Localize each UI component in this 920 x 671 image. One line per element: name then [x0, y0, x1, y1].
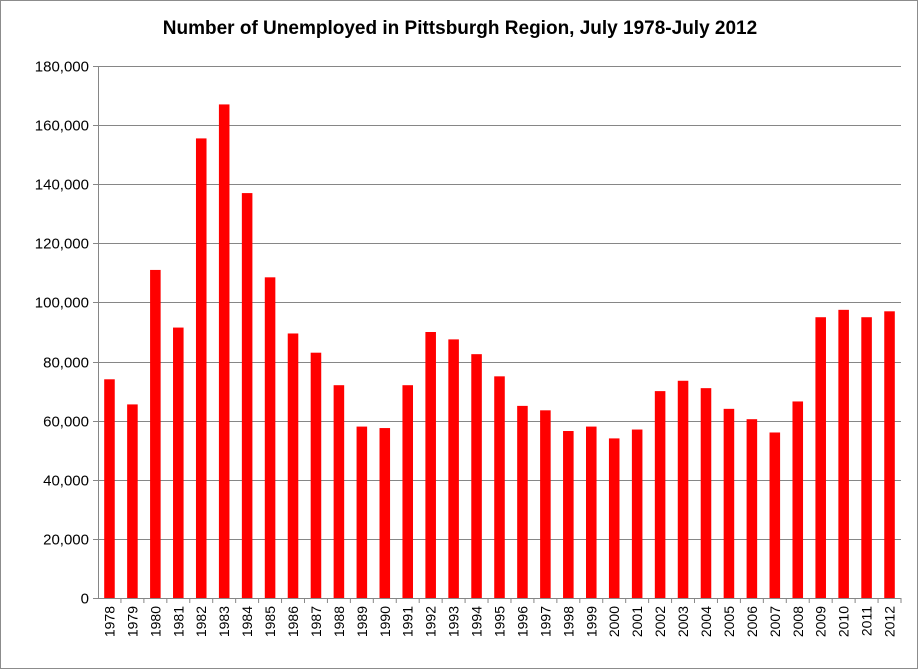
- bar: [150, 269, 161, 598]
- bar: [838, 309, 849, 598]
- x-tick-label: 1994: [469, 606, 485, 637]
- bar: [861, 317, 872, 598]
- x-tick-label: 2008: [790, 606, 806, 637]
- bar: [333, 385, 345, 598]
- bar: [677, 380, 689, 598]
- y-tick-label: 20,000: [43, 532, 89, 549]
- x-tick-label: 1984: [239, 606, 255, 637]
- bar: [448, 339, 459, 598]
- x-tick-label: 1999: [583, 606, 599, 637]
- bar: [723, 408, 735, 598]
- y-tick-label: 60,000: [43, 414, 89, 431]
- bar: [287, 333, 299, 598]
- y-tick-label: 160,000: [35, 118, 89, 135]
- bar: [608, 438, 620, 598]
- bar: [425, 332, 436, 598]
- bar: [700, 388, 712, 598]
- bar: [517, 405, 528, 598]
- chart-title: Number of Unemployed in Pittsburgh Regio…: [162, 18, 758, 39]
- x-tick-label: 2005: [721, 606, 737, 637]
- bar: [769, 432, 781, 598]
- x-tick-label: 1979: [124, 606, 140, 637]
- x-tick-labels: 1978 1979 1980 1981 1982 1983 1984 1985 1986 1987…: [101, 606, 897, 637]
- x-tick-label: 1991: [400, 606, 416, 637]
- bar: [127, 404, 138, 598]
- bar: [884, 311, 895, 598]
- y-tick-label: 40,000: [43, 473, 89, 490]
- bar: [746, 419, 758, 598]
- x-tick-label: 1982: [193, 606, 209, 637]
- x-tick-label: 2001: [629, 606, 645, 637]
- bar: [195, 138, 207, 598]
- x-tick-label: 1978: [101, 606, 117, 637]
- bar: [792, 401, 804, 598]
- x-tick-label: 1997: [537, 606, 553, 637]
- x-tick-label: 2000: [606, 606, 622, 637]
- bar: [104, 379, 115, 598]
- x-tick-label: 1983: [216, 606, 232, 637]
- bar: [402, 385, 414, 598]
- bar: [494, 376, 505, 598]
- x-tick-label: 1992: [423, 606, 439, 637]
- x-tick-label: 1996: [514, 606, 530, 637]
- x-tick-label: 1986: [285, 606, 301, 637]
- x-tick-label: 2010: [836, 606, 852, 637]
- bar: [654, 391, 666, 598]
- x-tick-label: 1990: [377, 606, 393, 637]
- y-tick-label: 100,000: [35, 295, 89, 312]
- x-tick-label: 2012: [882, 606, 898, 637]
- bar: [356, 426, 368, 598]
- bar: [815, 317, 826, 598]
- x-tick-label: 1981: [170, 606, 186, 637]
- x-tick-label: 2003: [675, 606, 691, 637]
- bar: [173, 327, 184, 598]
- bar: [563, 431, 574, 598]
- bar: [631, 429, 643, 598]
- x-tick-label: 1980: [147, 606, 163, 637]
- x-tick-label: 1989: [354, 606, 370, 637]
- bars: [104, 104, 895, 599]
- x-tick-label: 2006: [744, 606, 760, 637]
- bar: [264, 277, 276, 598]
- bar: [218, 104, 230, 598]
- bar: [540, 410, 551, 598]
- x-tick-label: 1995: [492, 606, 508, 637]
- x-tick-label: 1985: [262, 606, 278, 637]
- x-tick-label: 1987: [308, 606, 324, 637]
- bar: [585, 426, 597, 598]
- x-tick-label: 2004: [698, 606, 714, 637]
- y-tick-label: 80,000: [43, 355, 89, 372]
- y-tick-label: 0: [81, 591, 89, 608]
- x-tick-label: 2011: [859, 606, 875, 636]
- x-tick-label: 2002: [652, 606, 668, 637]
- x-tick-label: 2009: [813, 606, 829, 637]
- y-tick-label: 180,000: [35, 59, 89, 76]
- bar: [379, 428, 391, 598]
- x-tick-label: 1998: [560, 606, 576, 637]
- y-tick-label: 120,000: [35, 236, 89, 253]
- x-tick-label: 1988: [331, 606, 347, 637]
- bar: [241, 193, 253, 599]
- bar: [471, 354, 482, 598]
- axes: [93, 66, 902, 603]
- bar: [310, 352, 322, 598]
- x-tick-label: 2007: [767, 606, 783, 637]
- y-tick-labels: 0 20,000 40,000 60,000 80,000 100,000 120,000 1…: [35, 59, 89, 608]
- x-tick-label: 1993: [446, 606, 462, 637]
- y-tick-label: 140,000: [35, 177, 89, 194]
